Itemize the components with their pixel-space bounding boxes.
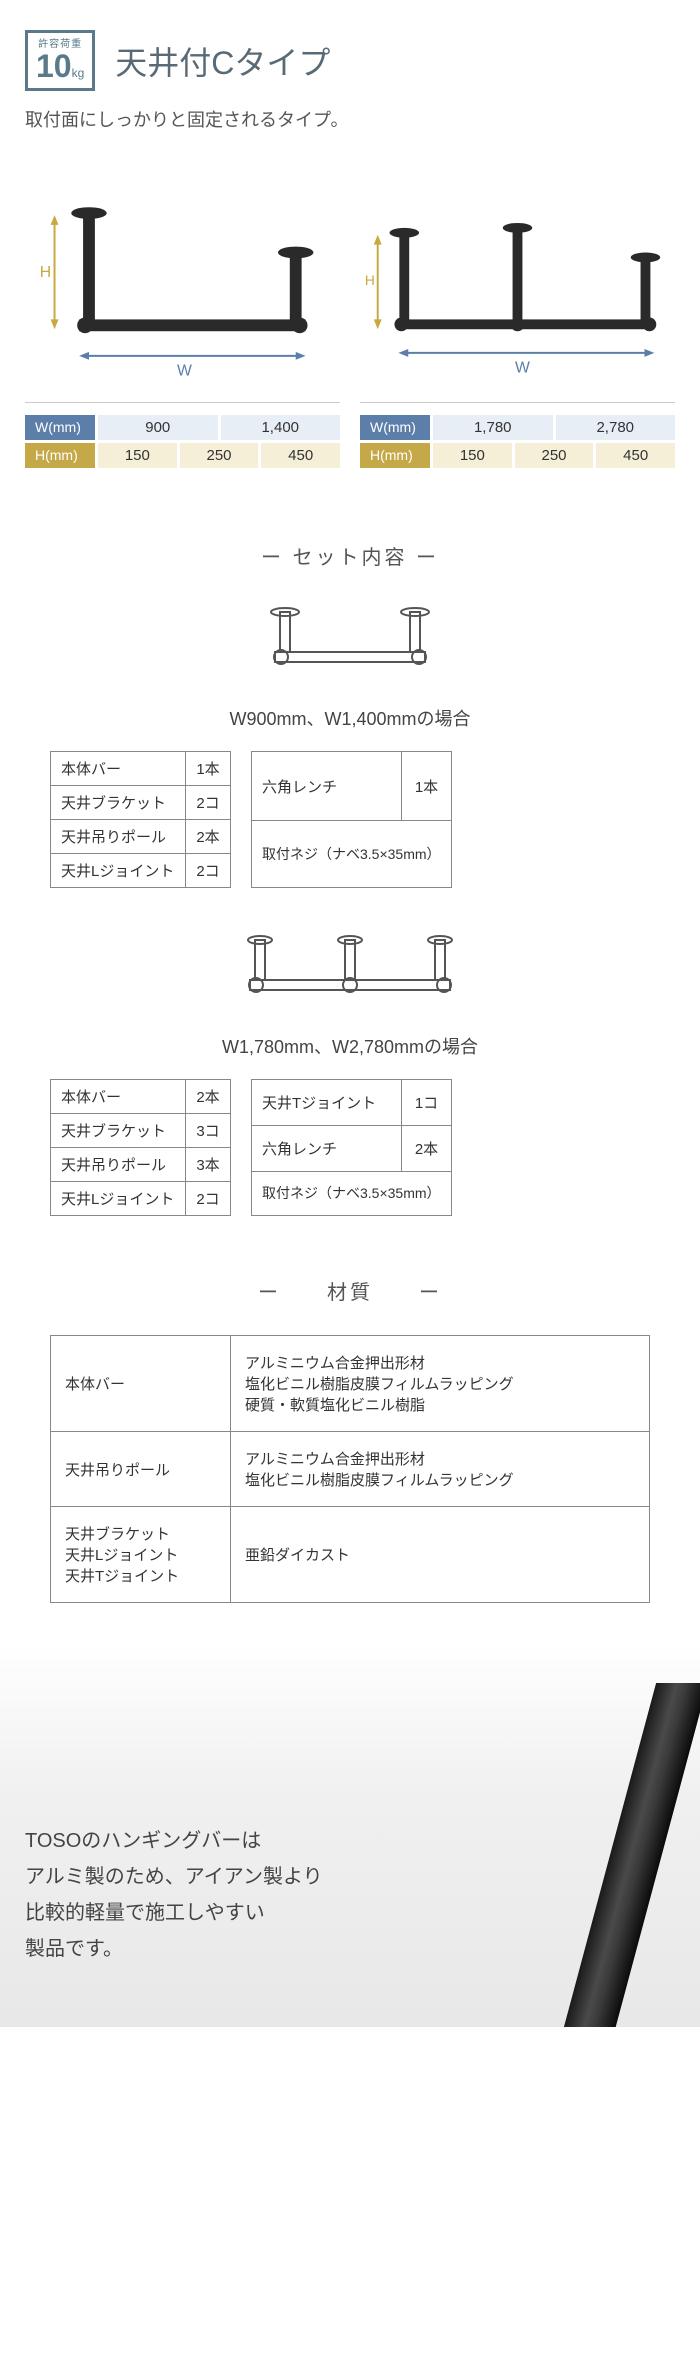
part-qty: 2本 (402, 1125, 452, 1171)
dim-cell: 1,400 (221, 415, 341, 440)
part-qty: 2本 (186, 1080, 231, 1114)
header: 許容荷重 10kg 天井付Cタイプ (0, 0, 700, 106)
load-unit: kg (72, 66, 85, 80)
page-title: 天井付Cタイプ (115, 38, 330, 84)
dim-cell: 2,780 (556, 415, 676, 440)
part-name: 本体バー (51, 1080, 186, 1114)
parts-tables-1: 本体バー1本 天井ブラケット2コ 天井吊りポール2本 天井Lジョイント2コ 六角… (0, 751, 700, 918)
diagram-large: H W (360, 182, 675, 382)
h-label: H(mm) (25, 443, 95, 468)
w-label: W(mm) (360, 415, 430, 440)
part-name: 天井ブラケット (51, 786, 186, 820)
part-qty: 1本 (402, 752, 452, 821)
svg-text:H: H (40, 264, 51, 281)
part-qty: 1本 (186, 752, 231, 786)
material-desc: アルミニウム合金押出形材 塩化ビニル樹脂皮膜フィルムラッピング 硬質・軟質塩化ビ… (231, 1336, 650, 1432)
w-label: W(mm) (25, 415, 95, 440)
material-name: 天井ブラケット 天井Lジョイント 天井Tジョイント (51, 1507, 231, 1603)
svg-text:W: W (515, 360, 530, 377)
svg-text:W: W (177, 363, 192, 380)
part-name: 天井ブラケット (51, 1114, 186, 1148)
part-name: 六角レンチ (252, 1125, 402, 1171)
part-name: 天井Tジョイント (252, 1080, 402, 1126)
material-table: 本体バー アルミニウム合金押出形材 塩化ビニル樹脂皮膜フィルムラッピング 硬質・… (50, 1335, 650, 1603)
dim-cell: 900 (98, 415, 218, 440)
part-qty: 3コ (186, 1114, 231, 1148)
subtitle: 取付面にしっかりと固定されるタイプ。 (0, 106, 700, 162)
material-name: 本体バー (51, 1336, 231, 1432)
parts-table-left: 本体バー1本 天井ブラケット2コ 天井吊りポール2本 天井Lジョイント2コ (50, 751, 231, 888)
dim-cell: 1,780 (433, 415, 553, 440)
part-qty: 1コ (402, 1080, 452, 1126)
load-badge: 許容荷重 10kg (25, 30, 95, 91)
load-value: 10 (36, 48, 72, 84)
material-desc: 亜鉛ダイカスト (231, 1507, 650, 1603)
footer-text: TOSOのハンギングバーは アルミ製のため、アイアン製より 比較的軽量で施工しや… (25, 1823, 675, 1967)
set-caption-1: W900mm、W1,400mmの場合 (0, 695, 700, 751)
part-qty: 2コ (186, 786, 231, 820)
part-qty: 3本 (186, 1148, 231, 1182)
part-name: 天井吊りポール (51, 1148, 186, 1182)
h-label: H(mm) (360, 443, 430, 468)
part-qty: 2本 (186, 820, 231, 854)
set-caption-2: W1,780mm、W2,780mmの場合 (0, 1023, 700, 1079)
part-qty: 2コ (186, 1182, 231, 1216)
parts-table-left: 本体バー2本 天井ブラケット3コ 天井吊りポール3本 天井Lジョイント2コ (50, 1079, 231, 1216)
material-desc: アルミニウム合金押出形材 塩化ビニル樹脂皮膜フィルムラッピング (231, 1432, 650, 1507)
part-name: 取付ネジ（ナベ3.5×35mm） (252, 821, 452, 888)
part-name: 天井Lジョイント (51, 1182, 186, 1216)
set-section-title: ー セット内容 ー (0, 511, 700, 590)
parts-table-right: 天井Tジョイント1コ 六角レンチ2本 取付ネジ（ナベ3.5×35mm） (251, 1079, 452, 1216)
part-name: 天井吊りポール (51, 820, 186, 854)
dim-cell: 250 (180, 443, 259, 468)
dim-cell: 450 (261, 443, 340, 468)
part-name: 六角レンチ (252, 752, 402, 821)
part-name: 天井Lジョイント (51, 854, 186, 888)
part-qty: 2コ (186, 854, 231, 888)
footer: TOSOのハンギングバーは アルミ製のため、アイアン製より 比較的軽量で施工しや… (0, 1643, 700, 2027)
part-name: 本体バー (51, 752, 186, 786)
parts-tables-2: 本体バー2本 天井ブラケット3コ 天井吊りポール3本 天井Lジョイント2コ 天井… (0, 1079, 700, 1246)
diagram-small: H W (25, 182, 340, 382)
material-name: 天井吊りポール (51, 1432, 231, 1507)
dimension-tables: W(mm) 900 1,400 H(mm) 150 250 450 W(mm) … (0, 392, 700, 511)
dim-cell: 450 (596, 443, 675, 468)
material-section-title: ー 材質 ー (0, 1246, 700, 1325)
parts-table-right: 六角レンチ1本 取付ネジ（ナベ3.5×35mm） (251, 751, 452, 888)
part-name: 取付ネジ（ナベ3.5×35mm） (252, 1171, 452, 1215)
dim-table-small: W(mm) 900 1,400 H(mm) 150 250 450 (25, 402, 340, 471)
dim-cell: 150 (98, 443, 177, 468)
dim-cell: 250 (515, 443, 594, 468)
dim-cell: 150 (433, 443, 512, 468)
product-diagrams: H W H W (0, 162, 700, 392)
set-diagram-2 (0, 918, 700, 1023)
svg-text:H: H (365, 273, 375, 288)
set-diagram-1 (0, 590, 700, 695)
dim-table-large: W(mm) 1,780 2,780 H(mm) 150 250 450 (360, 402, 675, 471)
